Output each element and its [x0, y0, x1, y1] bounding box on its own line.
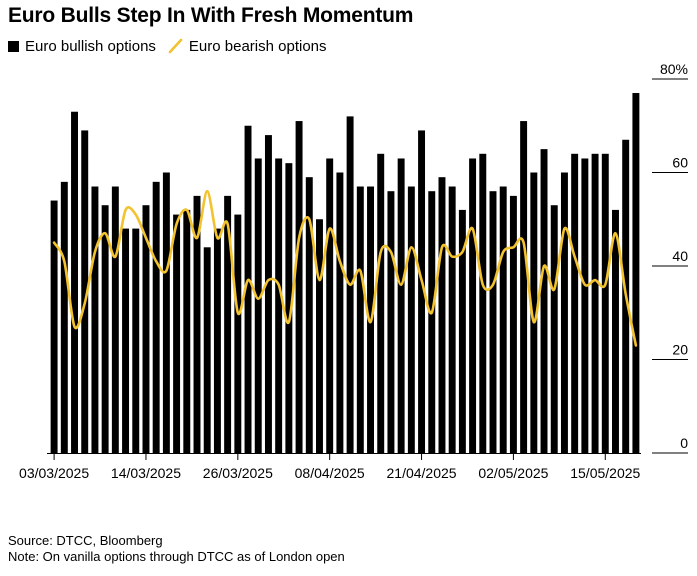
bullish-bar — [264, 135, 272, 453]
bullish-bar — [122, 228, 130, 453]
bullish-bar — [377, 153, 385, 454]
y-tick-label: 80% — [660, 61, 688, 77]
bullish-swatch — [8, 40, 19, 52]
bullish-bar — [295, 121, 303, 453]
methodology-note: Note: On vanilla options through DTCC as… — [8, 549, 345, 564]
bullish-bar — [407, 186, 415, 453]
bullish-bar — [193, 195, 201, 454]
bullish-bar — [71, 111, 78, 453]
bullish-bar — [316, 219, 323, 453]
bullish-bar — [612, 209, 619, 453]
bullish-bar — [499, 186, 507, 453]
bullish-bar — [60, 181, 68, 453]
bullish-bar — [560, 172, 568, 453]
legend-item-bearish: Euro bearish options — [168, 38, 327, 55]
x-tick-label: 15/05/2025 — [570, 465, 640, 481]
bullish-bar — [387, 191, 395, 453]
chart-title: Euro Bulls Step In With Fresh Momentum — [8, 4, 414, 27]
bullish-bar — [305, 177, 313, 453]
y-tick-label: 0 — [680, 435, 688, 451]
bullish-bar — [101, 205, 109, 453]
bullish-bar — [530, 172, 538, 453]
bullish-bar — [520, 121, 528, 453]
bullish-bar — [418, 130, 426, 453]
bullish-bar — [591, 153, 599, 454]
bullish-bar — [224, 195, 232, 454]
bullish-bar — [50, 200, 58, 453]
y-tick-label: 60 — [672, 155, 688, 171]
y-tick-label: 40 — [672, 248, 688, 264]
source-note: Source: DTCC, Bloomberg — [8, 533, 163, 548]
bullish-bar — [571, 153, 579, 454]
bullish-bar — [142, 205, 150, 453]
bullish-bar — [397, 158, 405, 454]
bullish-bar — [428, 191, 436, 453]
bullish-bar — [540, 149, 548, 454]
bullish-bar — [275, 158, 283, 454]
bullish-bar — [458, 209, 466, 453]
bullish-bar — [550, 205, 558, 453]
bullish-bar — [254, 158, 262, 454]
bullish-bar — [244, 125, 252, 453]
bullish-bar — [356, 186, 364, 453]
bullish-bar — [336, 172, 344, 453]
legend-label-bearish: Euro bearish options — [188, 37, 327, 55]
y-tick-label: 20 — [672, 342, 688, 358]
bullish-bar — [601, 153, 609, 454]
bullish-bar — [479, 153, 487, 454]
bullish-bar — [632, 93, 640, 454]
x-tick-label: 08/04/2025 — [295, 465, 365, 481]
bullish-bar — [581, 158, 589, 454]
bullish-bar — [81, 130, 89, 453]
legend-label-bullish: Euro bullish options — [25, 37, 156, 55]
x-tick-label: 26/03/2025 — [203, 465, 273, 481]
x-tick-label: 03/03/2025 — [19, 465, 89, 481]
x-tick-label: 21/04/2025 — [387, 465, 457, 481]
x-tick-label: 14/03/2025 — [111, 465, 181, 481]
bullish-bar — [509, 195, 517, 454]
bullish-bar — [162, 172, 170, 453]
bullish-bar — [91, 186, 99, 453]
bearish-line — [52, 189, 638, 347]
bullish-bar — [152, 181, 160, 453]
x-tick-label: 02/05/2025 — [478, 465, 548, 481]
bullish-bar — [234, 214, 242, 453]
bullish-bar — [469, 158, 477, 454]
chart-footer: Source: DTCC, Bloomberg Note: On vanilla… — [8, 533, 345, 565]
bullish-bar — [489, 191, 497, 453]
bullish-bar — [183, 209, 191, 453]
bullish-bar — [213, 228, 221, 453]
bullish-bar — [132, 228, 140, 453]
bullish-bar — [173, 214, 181, 453]
legend: Euro bullish options Euro bearish option… — [8, 36, 339, 56]
bullish-bar — [448, 186, 456, 453]
bullish-bar — [203, 247, 211, 453]
bearish-swatch — [168, 38, 183, 54]
legend-item-bullish: Euro bullish options — [8, 38, 156, 55]
bullish-bar — [111, 186, 119, 453]
bullish-bar — [438, 177, 446, 453]
bullish-bar — [326, 158, 334, 454]
bullish-bar — [285, 163, 293, 453]
